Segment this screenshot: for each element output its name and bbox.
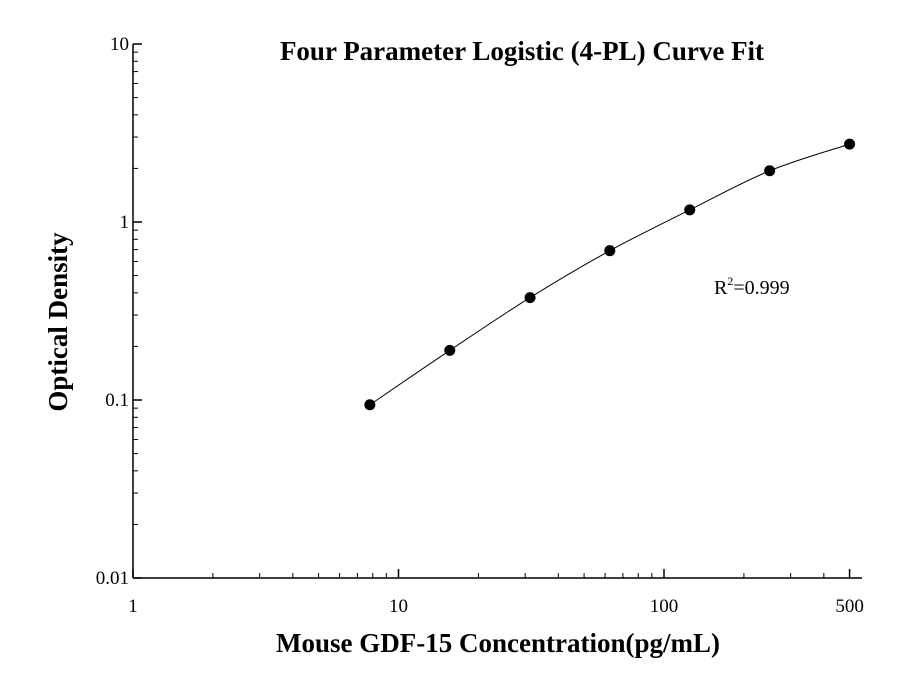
y-tick-label: 10: [110, 34, 129, 55]
x-ticks: 1 10 100 500: [128, 569, 864, 617]
x-tick-label: 1: [128, 596, 138, 617]
x-tick-label: 100: [650, 596, 679, 617]
chart-title: Four Parameter Logistic (4-PL) Curve Fit: [280, 36, 764, 66]
x-axis-title: Mouse GDF-15 Concentration(pg/mL): [276, 628, 720, 658]
r-squared-annotation: R2=0.999: [714, 274, 790, 299]
data-point: [524, 292, 536, 304]
y-tick-label: 0.01: [96, 568, 129, 589]
y-tick-label: 1: [120, 212, 130, 233]
fit-curve-line: [369, 143, 850, 406]
r-squared-superscript: 2: [727, 274, 733, 288]
data-point: [444, 344, 456, 356]
data-point: [364, 399, 376, 411]
data-point: [604, 245, 616, 257]
axes: [132, 44, 862, 579]
data-points: [364, 138, 856, 411]
data-point: [764, 165, 776, 177]
y-ticks: 0.01 0.1 1 10: [96, 34, 142, 589]
y-tick-label: 0.1: [105, 390, 129, 411]
r-squared-symbol: R: [714, 277, 728, 299]
r-squared-value: =0.999: [733, 277, 789, 299]
x-tick-label: 500: [835, 596, 864, 617]
data-point: [844, 138, 856, 150]
fit-curve: [369, 143, 850, 406]
y-axis-title: Optical Density: [43, 232, 73, 412]
x-tick-label: 10: [389, 596, 408, 617]
data-point: [684, 204, 696, 216]
